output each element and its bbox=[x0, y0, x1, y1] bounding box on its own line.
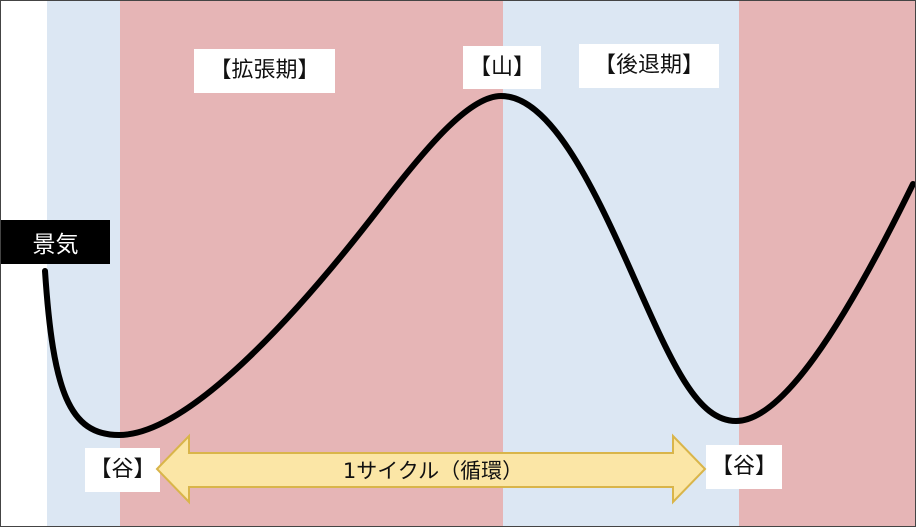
cycle-curve-line bbox=[42, 92, 915, 439]
expansion-phase-label: 【拡張期】 bbox=[194, 49, 335, 93]
expansion-band-end bbox=[739, 1, 915, 526]
trough-label-left: 【谷】 bbox=[85, 448, 160, 492]
cycle-arrow-shape bbox=[155, 433, 707, 505]
one-cycle-label: 1サイクル（循環） bbox=[342, 459, 524, 483]
economy-axis-label: 景気 bbox=[1, 220, 110, 264]
trough-label-right: 【谷】 bbox=[706, 445, 782, 489]
recession-band bbox=[503, 1, 739, 526]
recession-phase-label: 【後退期】 bbox=[579, 44, 719, 88]
peak-label: 【山】 bbox=[463, 46, 541, 89]
